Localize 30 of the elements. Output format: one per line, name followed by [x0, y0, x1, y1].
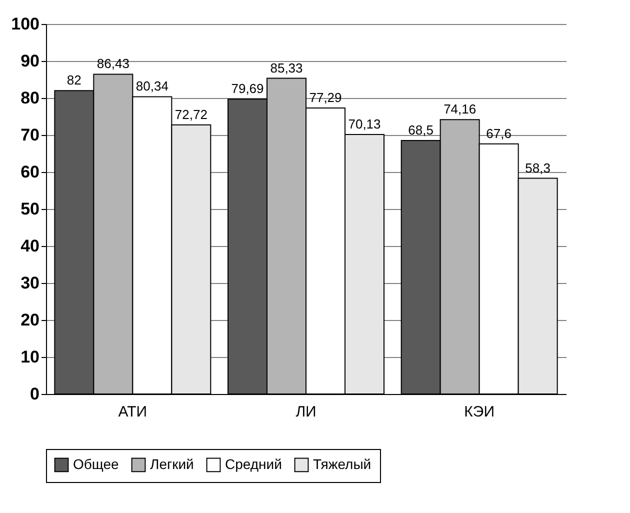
x-tick-label: АТИ [118, 404, 148, 420]
y-tick-label: 10 [20, 348, 40, 366]
data-label: 72,72 [174, 106, 208, 122]
data-label: 68,5 [408, 122, 434, 138]
data-label: 85,33 [270, 60, 303, 76]
y-tick-label: 30 [20, 274, 40, 292]
data-label: 74,16 [444, 102, 476, 117]
data-label: 79,69 [231, 81, 264, 96]
data-label: 82 [66, 72, 82, 88]
y-tick-label: 100 [11, 14, 40, 34]
y-tick-label: 90 [20, 52, 40, 70]
data-label: 67,6 [486, 126, 512, 141]
y-tick-label: 0 [30, 384, 40, 404]
data-label: 58,3 [525, 160, 550, 176]
data-label: 86,43 [96, 56, 130, 72]
data-label: 80,34 [136, 78, 168, 94]
x-tick-label: ЛИ [296, 404, 316, 420]
legend-label: Общее [73, 456, 120, 472]
y-tick-label: 40 [20, 236, 40, 256]
y-tick-label: 60 [20, 162, 40, 182]
y-tick-label: 50 [20, 200, 40, 218]
legend-label: Тяжелый [313, 456, 372, 472]
data-label: 77,29 [309, 90, 342, 106]
legend-label: Легкий [150, 456, 194, 472]
y-tick-label: 70 [20, 126, 40, 144]
x-tick-label: КЭИ [464, 404, 494, 420]
legend-label: Средний [225, 456, 282, 472]
y-tick-label: 20 [20, 310, 40, 330]
data-label: 70,13 [348, 116, 381, 132]
y-tick-label: 80 [20, 88, 40, 108]
